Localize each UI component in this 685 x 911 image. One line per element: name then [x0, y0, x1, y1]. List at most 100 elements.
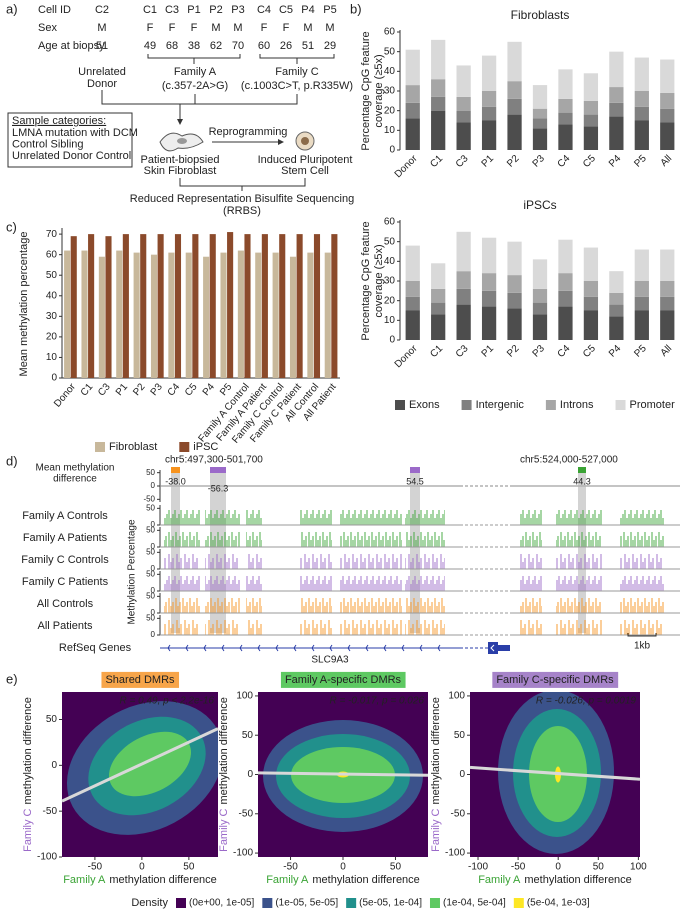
age: 70 [232, 40, 244, 52]
x-tick-label: Donor [393, 343, 421, 371]
bar-segment [583, 114, 599, 127]
x-tick-label: P1 [114, 381, 131, 398]
x-tick-label: P5 [632, 153, 649, 170]
dmr-mark [410, 467, 420, 473]
row-label: Cell ID [38, 4, 71, 16]
dmr-label: -38.0 [165, 476, 186, 486]
bar-segment [583, 296, 599, 311]
spike-cluster [405, 615, 445, 635]
legend-item: Unrelated Donor Control [12, 150, 131, 162]
y-axis-label: Mean methylation [36, 463, 115, 474]
bar-segment [456, 304, 471, 340]
bar-segment [660, 310, 675, 340]
family-c-label: Family C [275, 66, 318, 78]
spike-cluster [556, 571, 602, 591]
x-tick-label: -50 [283, 862, 298, 873]
bar-segment [532, 259, 548, 289]
spike-cluster [246, 615, 262, 635]
strand-arrow [221, 644, 225, 652]
strand-arrow [419, 644, 423, 652]
chart-title: Fibroblasts [511, 8, 570, 22]
bar-segment [405, 281, 420, 297]
x-tick-label: C4 [556, 153, 573, 170]
donor-label: Unrelated [78, 66, 126, 78]
bar [133, 252, 140, 378]
bar-segment [609, 304, 624, 317]
chart-title: Family C-specific DMRs [496, 674, 614, 686]
sex: F [169, 22, 176, 34]
cell-id: C5 [279, 4, 293, 16]
spike-cluster [620, 549, 664, 569]
spike-cluster [340, 615, 402, 635]
sex: F [283, 22, 290, 34]
y-tick-label: 60 [384, 217, 396, 228]
y-tick-label: 0 [51, 760, 57, 771]
bar-segment [558, 112, 573, 125]
strand-arrow [239, 644, 243, 652]
y-tick-label: -50 [239, 808, 254, 819]
spike-cluster [520, 549, 542, 569]
bar-segment [634, 310, 649, 340]
fibroblast-label: Patient-biopsied [141, 154, 220, 166]
family-a-label: Family A [174, 66, 217, 78]
x-tick-label: All [659, 343, 675, 359]
age: 68 [166, 40, 178, 52]
strand-arrow [293, 644, 297, 652]
x-tick-label: C1 [428, 153, 445, 170]
x-axis-label-rest: methylation difference [109, 874, 216, 886]
y-tick-label: -100 [445, 848, 465, 859]
dmr-mark [171, 467, 180, 473]
x-axis-label-group: Family A [478, 874, 521, 886]
legend-swatch [615, 400, 626, 410]
chart-title: Family A-specific DMRs [285, 674, 402, 686]
spike-cluster [246, 571, 262, 591]
legend-label: (5e-04, 1e-03] [527, 898, 590, 909]
contour [108, 731, 192, 797]
region-label: chr5:524,000-527,000 [520, 455, 618, 466]
legend-label: Intergenic [476, 399, 525, 411]
y-tick-label: 50 [146, 569, 155, 578]
y-tick-label: 70 [46, 229, 58, 240]
panel-label: c) [6, 219, 17, 234]
legend-swatch [176, 898, 186, 908]
x-tick-label: 50 [593, 862, 605, 873]
y-tick-label: 50 [146, 547, 155, 556]
spike-cluster [205, 571, 240, 591]
spike-cluster [300, 549, 332, 569]
x-tick-label: All [659, 153, 675, 169]
strand-arrow [383, 644, 387, 652]
spike-cluster [405, 571, 445, 591]
annotation: R = 0.49, p < 2.2e-16 [119, 696, 214, 707]
sex: M [233, 22, 242, 34]
strand-arrow [311, 644, 315, 652]
legend-box [7, 112, 133, 168]
dmr-label: 44.3 [573, 476, 591, 486]
age: 49 [144, 40, 156, 52]
cell-id: C3 [165, 4, 179, 16]
y-axis-label: Methylation Percentage [127, 519, 138, 625]
x-tick-label: C3 [454, 153, 471, 170]
cell-id: P2 [209, 4, 222, 16]
fibroblast-label: Skin Fibroblast [144, 165, 217, 177]
legend-swatch [395, 400, 405, 410]
y-tick-label: 50 [146, 503, 155, 512]
track-label: Family C Controls [21, 554, 109, 566]
spike-cluster [520, 593, 542, 613]
panel-label: e) [6, 671, 18, 686]
bar [174, 234, 182, 378]
y-tick-label: 20 [46, 332, 58, 343]
age: 29 [324, 40, 336, 52]
bar-segment [431, 263, 446, 289]
spike-cluster [620, 571, 664, 591]
bar-segment [558, 98, 573, 113]
spike-cluster [164, 593, 200, 613]
x-tick-label: C5 [581, 153, 598, 170]
spike-cluster [556, 549, 602, 569]
bar [331, 234, 338, 378]
y-tick-label: 50 [146, 468, 155, 477]
y-tick-label: 60 [384, 27, 396, 38]
bar-segment [609, 51, 624, 88]
y-axis-label-group: Family C [218, 808, 230, 851]
